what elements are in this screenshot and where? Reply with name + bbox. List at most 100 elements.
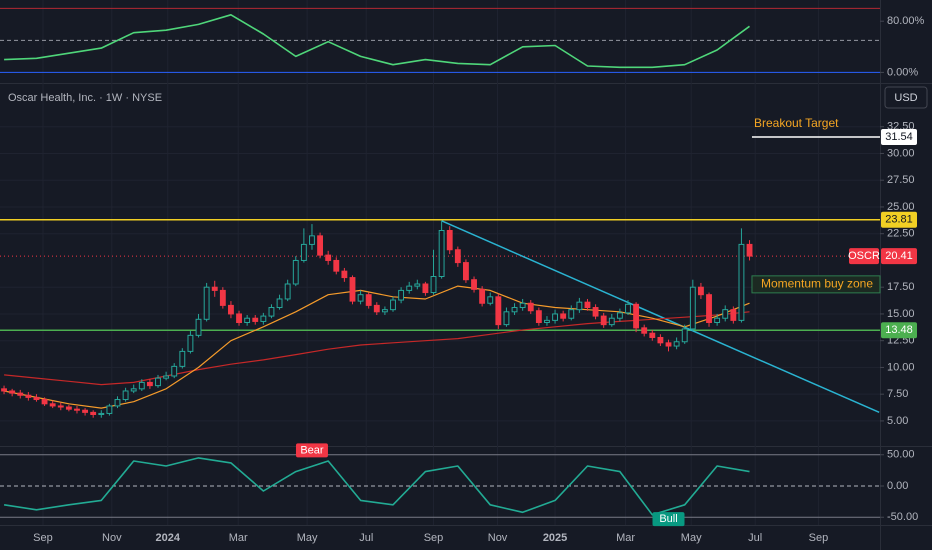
buy-zone bbox=[751, 275, 881, 294]
candle-body bbox=[689, 286, 696, 330]
candle-body bbox=[284, 283, 291, 300]
candle-body bbox=[657, 336, 664, 344]
candle-body bbox=[414, 283, 421, 287]
candle-body bbox=[471, 279, 477, 290]
candle-body bbox=[422, 283, 429, 294]
candle-body bbox=[511, 307, 518, 313]
candle-body bbox=[487, 296, 494, 304]
candle-body bbox=[33, 396, 40, 401]
candle-body bbox=[1, 388, 7, 392]
y-tick-label: 10.00 bbox=[887, 361, 915, 373]
candle-body bbox=[219, 289, 226, 306]
candle-body bbox=[495, 296, 502, 326]
candle-body bbox=[325, 254, 332, 261]
last-price-tag-bg bbox=[881, 248, 917, 265]
series-line bbox=[4, 311, 750, 386]
candle-body bbox=[341, 270, 348, 279]
candle-body bbox=[535, 310, 542, 324]
candle-body bbox=[98, 412, 105, 416]
last-price-tag: 20.41 bbox=[885, 250, 913, 262]
x-tick-label: Sep bbox=[33, 532, 53, 544]
annotation-bg bbox=[295, 443, 328, 458]
candle-body bbox=[106, 405, 113, 414]
candle-body bbox=[633, 303, 640, 329]
candle-body bbox=[114, 399, 121, 407]
candle-body bbox=[746, 243, 753, 257]
candle-body bbox=[309, 235, 315, 245]
candle-body bbox=[649, 332, 656, 338]
candle-body bbox=[706, 294, 712, 324]
candle-body bbox=[292, 259, 299, 285]
candle-body bbox=[317, 235, 324, 256]
candle-body bbox=[41, 399, 48, 405]
candle-body bbox=[592, 307, 599, 317]
candle-body bbox=[300, 243, 307, 261]
candle-body bbox=[527, 302, 534, 312]
candle-body bbox=[616, 312, 623, 319]
candle-body bbox=[584, 301, 591, 309]
currency-label[interactable]: USD bbox=[894, 92, 917, 104]
candle-body bbox=[665, 342, 672, 347]
candle-body bbox=[714, 317, 721, 324]
y-tick-label: 0.00% bbox=[887, 66, 918, 78]
candle-body bbox=[49, 403, 56, 407]
candle-body bbox=[146, 381, 153, 387]
candle-body bbox=[195, 318, 202, 336]
candle-body bbox=[82, 409, 89, 413]
x-tick-label: Jul bbox=[748, 532, 762, 544]
candle-body bbox=[730, 309, 737, 321]
candle-body bbox=[568, 309, 575, 319]
candle-body bbox=[236, 313, 242, 324]
y-tick-label: -50.00 bbox=[887, 511, 918, 523]
x-tick-label: Nov bbox=[488, 532, 508, 544]
candle-body bbox=[697, 286, 704, 296]
candle-body bbox=[479, 288, 486, 304]
series-line bbox=[3, 457, 750, 516]
candle-body bbox=[138, 381, 145, 390]
candle-body bbox=[576, 301, 583, 311]
symbol-title: Oscar Health, Inc. · 1W · NYSE bbox=[8, 92, 162, 104]
candle-body bbox=[171, 365, 178, 377]
y-tick-label: 25.00 bbox=[887, 201, 915, 213]
candle-body bbox=[365, 294, 372, 306]
candle-body bbox=[625, 303, 631, 314]
candle-body bbox=[122, 390, 129, 401]
x-tick-label: Sep bbox=[424, 532, 444, 544]
x-tick-label: 2025 bbox=[543, 532, 567, 544]
target-tag-bg bbox=[881, 128, 917, 145]
x-tick-label: May bbox=[681, 532, 702, 544]
annotation-label: Bull bbox=[659, 513, 677, 525]
y-tick-label: 27.50 bbox=[887, 174, 915, 186]
candle-body bbox=[641, 327, 648, 334]
y-tick-label: 7.50 bbox=[887, 388, 908, 400]
candle-body bbox=[179, 350, 186, 367]
candle-body bbox=[446, 229, 453, 251]
target-tag: 31.54 bbox=[885, 131, 913, 143]
y-tick-label: 0.00 bbox=[887, 480, 908, 492]
candle-body bbox=[268, 307, 275, 317]
candle-body bbox=[74, 408, 80, 411]
candle-body bbox=[130, 388, 137, 392]
candle-body bbox=[203, 286, 210, 320]
candle-body bbox=[544, 319, 550, 324]
annotation-label: Bear bbox=[300, 444, 324, 456]
x-tick-label: Sep bbox=[809, 532, 829, 544]
target-label: Breakout Target bbox=[754, 116, 839, 130]
series-line bbox=[4, 14, 750, 69]
x-tick-label: Jul bbox=[359, 532, 373, 544]
candle-body bbox=[17, 392, 24, 396]
candle-body bbox=[187, 334, 194, 352]
candle-body bbox=[25, 394, 32, 398]
candle-body bbox=[503, 311, 510, 326]
candle-body bbox=[65, 406, 72, 410]
x-tick-label: May bbox=[297, 532, 318, 544]
candle-body bbox=[454, 249, 461, 264]
level-tag-bg bbox=[881, 322, 917, 339]
candle-body bbox=[333, 259, 340, 272]
candle-body bbox=[9, 390, 16, 394]
candle-body bbox=[722, 309, 729, 319]
currency-button[interactable] bbox=[884, 86, 928, 109]
x-tick-label: 2024 bbox=[155, 532, 180, 544]
candle-body bbox=[90, 411, 97, 416]
